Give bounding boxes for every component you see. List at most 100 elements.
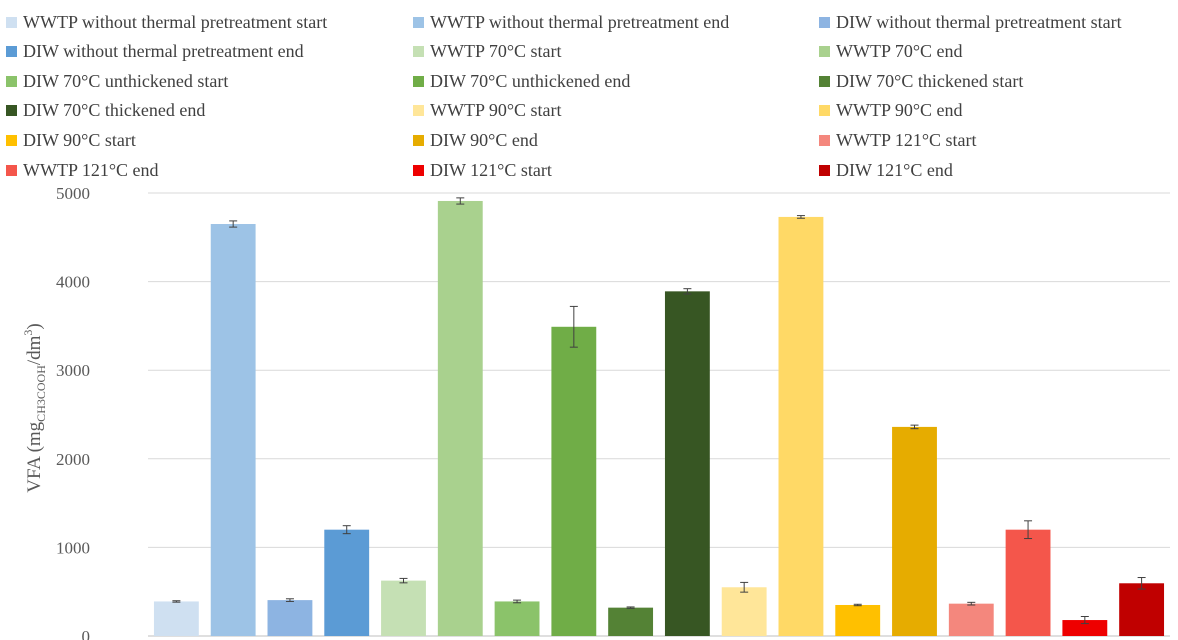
- legend-item: WWTP 90°C end: [819, 97, 963, 125]
- legend-label: WWTP without thermal pretreatment end: [430, 11, 730, 32]
- error-bar: [513, 599, 522, 604]
- error-bar: [967, 601, 976, 606]
- error-bar: [626, 606, 635, 609]
- legend-item: DIW 70°C thickened start: [819, 67, 1023, 95]
- error-bar: [342, 525, 351, 535]
- error-bar: [683, 288, 692, 295]
- bar: [721, 587, 767, 636]
- error-bar: [910, 424, 919, 430]
- y-axis-title-mid: /dm: [24, 335, 45, 365]
- legend-label: DIW 90°C start: [23, 129, 136, 150]
- bar: [1119, 583, 1165, 636]
- y-tick-label: 0: [82, 627, 91, 640]
- legend-item: DIW 70°C unthickened end: [413, 67, 630, 95]
- legend-label: WWTP 121°C end: [23, 159, 159, 180]
- legend-swatch: [413, 16, 424, 28]
- y-axis-title-main: VFA (mg: [24, 421, 45, 492]
- legend-item: DIW without thermal pretreatment end: [6, 38, 304, 66]
- legend-swatch: [819, 134, 830, 146]
- y-tick-label: 1000: [56, 538, 90, 557]
- y-axis-title-sub: CH3COOH: [34, 365, 48, 422]
- bar: [664, 291, 710, 636]
- legend-label: DIW 121°C start: [430, 159, 552, 180]
- legend-swatch: [819, 105, 830, 117]
- legend-label: WWTP 70°C end: [836, 41, 963, 62]
- legend-item: DIW 70°C unthickened start: [6, 67, 228, 95]
- legend-label: DIW 121°C end: [836, 159, 953, 180]
- y-tick-label: 2000: [56, 450, 90, 469]
- bar: [1005, 529, 1051, 636]
- legend-item: DIW 70°C thickened end: [6, 97, 205, 125]
- bar: [267, 600, 313, 636]
- legend-swatch: [413, 105, 424, 117]
- legend-item: WWTP 70°C start: [413, 38, 562, 66]
- error-bar: [569, 305, 578, 348]
- legend-label: DIW 70°C thickened start: [836, 70, 1024, 91]
- error-bar: [399, 577, 408, 584]
- legend-swatch: [413, 164, 424, 176]
- error-bar: [853, 603, 862, 607]
- bar: [778, 216, 824, 636]
- y-tick-label: 3000: [56, 361, 90, 380]
- legend-label: DIW 90°C end: [430, 129, 538, 150]
- legend-label: WWTP 90°C start: [430, 100, 562, 121]
- legend-item: WWTP 90°C start: [413, 97, 562, 125]
- legend-label: WWTP 121°C start: [836, 129, 977, 150]
- legend-item: DIW 121°C end: [819, 156, 953, 184]
- bar: [324, 529, 370, 636]
- error-bar: [1137, 577, 1146, 590]
- legend-label: DIW 70°C thickened end: [23, 100, 206, 121]
- error-bar: [1080, 616, 1089, 625]
- legend-swatch: [413, 75, 424, 87]
- error-bar: [285, 598, 294, 602]
- legend-label: WWTP 90°C end: [836, 100, 963, 121]
- error-bar: [456, 197, 465, 205]
- legend-swatch: [6, 105, 17, 117]
- bar: [1062, 620, 1108, 636]
- legend-label: DIW 70°C unthickened end: [430, 70, 631, 91]
- bar: [551, 326, 597, 636]
- error-bar: [172, 600, 181, 603]
- legend-item: WWTP 121°C start: [819, 126, 977, 154]
- legend-swatch: [413, 134, 424, 146]
- y-axis-title: VFA (mgCH3COOH/dm3): [21, 323, 48, 492]
- legend-label: WWTP without thermal pretreatment start: [23, 11, 328, 32]
- legend-swatch: [6, 75, 17, 87]
- error-bars: [172, 197, 1146, 625]
- y-axis-ticks: 0 1000 2000 3000 4000 5000: [56, 184, 90, 640]
- error-bar: [740, 581, 749, 593]
- legend-item: DIW 90°C end: [413, 126, 538, 154]
- bar: [381, 580, 426, 636]
- bar: [494, 601, 540, 636]
- legend-swatch: [413, 46, 424, 58]
- legend-swatch: [819, 164, 830, 176]
- bar: [153, 601, 199, 636]
- legend-item: WWTP without thermal pretreatment start: [6, 8, 327, 36]
- legend-swatch: [819, 16, 830, 28]
- bar: [892, 426, 937, 636]
- legend-swatch: [819, 75, 830, 87]
- legend-swatch: [6, 164, 17, 176]
- bar: [948, 603, 994, 636]
- legend-label: DIW without thermal pretreatment start: [836, 11, 1122, 32]
- legend-swatch: [6, 134, 17, 146]
- error-bar: [1024, 520, 1033, 540]
- legend-item: DIW 90°C start: [6, 126, 136, 154]
- legend-swatch: [6, 46, 17, 58]
- legend-item: DIW without thermal pretreatment start: [819, 8, 1122, 36]
- legend-item: WWTP 121°C end: [6, 156, 159, 184]
- legend-item: WWTP without thermal pretreatment end: [413, 8, 729, 36]
- y-axis-title-end: ): [24, 323, 45, 329]
- bar: [210, 224, 256, 636]
- legend-item: WWTP 70°C end: [819, 38, 963, 66]
- legend-item: DIW 121°C start: [413, 156, 552, 184]
- gridlines: [148, 192, 1170, 637]
- legend-swatch: [819, 46, 830, 58]
- bar: [608, 607, 654, 636]
- legend-label: WWTP 70°C start: [430, 41, 562, 62]
- error-bar: [796, 215, 805, 219]
- y-tick-label: 5000: [56, 184, 90, 203]
- legend-label: DIW without thermal pretreatment end: [23, 41, 304, 62]
- bars: [153, 200, 1165, 636]
